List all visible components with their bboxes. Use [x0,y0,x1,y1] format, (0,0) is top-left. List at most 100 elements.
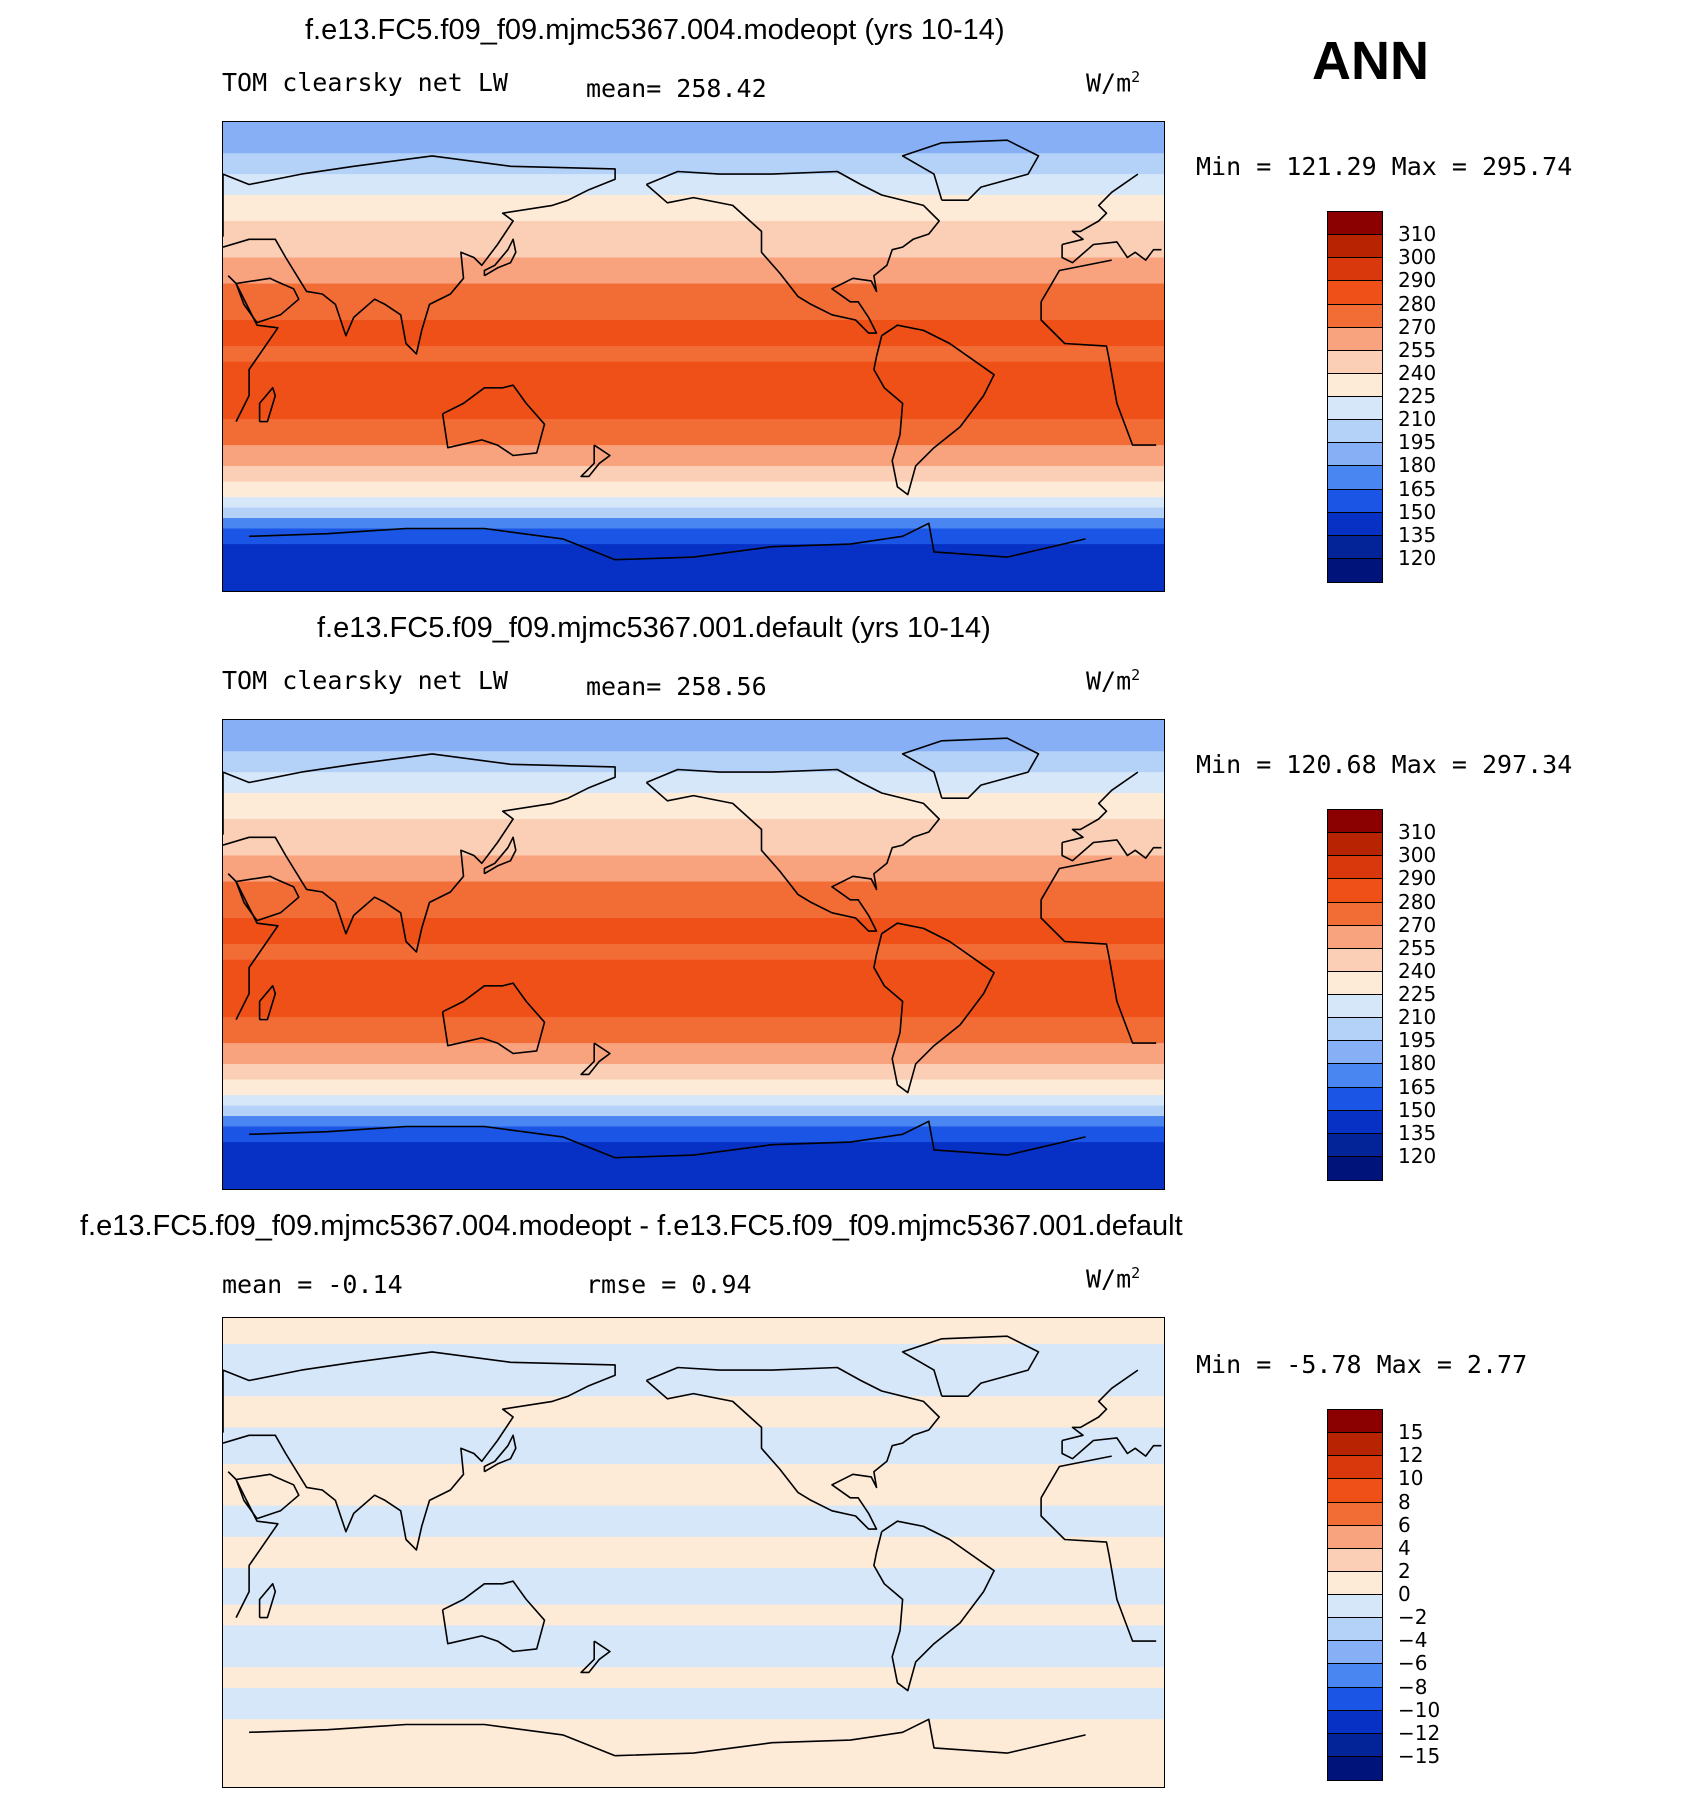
coastline [249,1718,1086,1757]
map-band [223,1344,1164,1397]
map-band [223,819,1164,856]
coastline [235,1473,300,1520]
colorbar-tick-label: 10 [1398,1466,1424,1491]
colorbar-cell [1328,1156,1382,1180]
colorbar-cell [1328,304,1382,328]
map-band [223,1095,1164,1107]
map-band [223,481,1164,498]
coastline [258,985,277,1021]
map-band [223,544,1164,591]
colorbar-tick-label: 300 [1398,245,1437,270]
panel1-minmax: Min = 121.29 Max = 295.74 [1196,152,1573,181]
map-band [223,528,1164,545]
colorbar-cell [1328,327,1382,351]
coastline [901,1335,1040,1397]
map-band [223,772,1164,794]
panel2-units: W/m2 [1086,666,1141,696]
coastline [258,1583,277,1619]
colorbar-cell [1328,258,1382,282]
colorbar-tick-label: 280 [1398,291,1437,316]
colorbar-tick-label: 210 [1398,1005,1437,1030]
coastline [580,444,611,478]
colorbar-cell [1328,1018,1382,1042]
map-band [223,320,1164,347]
panel2-colorbar [1327,809,1383,1181]
colorbar-cell [1328,1064,1382,1088]
colorbar-cell [1328,1595,1382,1619]
coastline [223,771,1162,862]
coastline [441,384,546,457]
coastline [483,1434,517,1473]
colorbar-cell [1328,1548,1382,1572]
coastline [580,1042,611,1076]
map-band [223,1536,1164,1569]
coastline [645,768,940,932]
coastline [483,238,517,277]
map-band [223,419,1164,446]
panel1-variable: TOM clearsky net LW [222,68,508,97]
panel3-rmse: rmse = 0.94 [586,1270,752,1299]
colorbar-cell [1328,1525,1382,1549]
map-band [223,153,1164,175]
colorbar-tick-label: 165 [1398,476,1437,501]
colorbar-tick-label: 6 [1398,1512,1411,1537]
panel3-map-svg [223,1318,1164,1787]
colorbar-cell [1328,995,1382,1019]
panel1-map [222,121,1165,592]
colorbar-cell [1328,948,1382,972]
colorbar-tick-label: 120 [1398,545,1437,570]
colorbar-cell [1328,558,1382,582]
panel1-mean: mean= 258.42 [586,74,767,103]
map-band [223,122,1164,154]
colorbar-tick-label: 240 [1398,360,1437,385]
colorbar-tick-label: 12 [1398,1443,1424,1468]
coastline [580,1640,611,1674]
colorbar-cell [1328,1710,1382,1734]
colorbar-tick-label: 135 [1398,1120,1437,1145]
colorbar-tick-label: −8 [1398,1674,1428,1699]
map-band [223,497,1164,509]
colorbar-cell [1328,397,1382,421]
panel2-minmax: Min = 120.68 Max = 297.34 [1196,750,1573,779]
panel2-map-svg [223,720,1164,1189]
map-band [223,1427,1164,1465]
colorbar-cell [1328,420,1382,444]
map-band [223,1396,1164,1428]
colorbar-cell [1328,971,1382,995]
map-band [223,1463,1164,1507]
map-band [223,881,1164,919]
map-band [223,1604,1164,1626]
colorbar-tick-label: −4 [1398,1628,1428,1653]
colorbar-tick-label: 270 [1398,314,1437,339]
colorbar-tick-label: 195 [1398,1028,1437,1053]
colorbar-tick-label: 290 [1398,866,1437,891]
colorbar-cell [1328,466,1382,490]
coastline [258,387,277,423]
panel2-title: f.e13.FC5.f09_f09.mjmc5367.001.default (… [317,612,991,644]
colorbar-cell [1328,1433,1382,1457]
colorbar-tick-label: −15 [1398,1743,1441,1768]
map-band [223,174,1164,196]
panel3-colorbar [1327,1409,1383,1781]
map-band [223,751,1164,773]
panel2-map [222,719,1165,1190]
coastline [223,1369,1162,1460]
panel3-mean: mean = -0.14 [222,1270,403,1299]
map-band [223,507,1164,519]
coastline [873,1520,995,1692]
map-band [223,918,1164,945]
colorbar-tick-label: 255 [1398,935,1437,960]
colorbar-cell [1328,281,1382,305]
colorbar-cell [1328,1041,1382,1065]
colorbar-tick-label: 135 [1398,522,1437,547]
colorbar-tick-label: 270 [1398,912,1437,937]
colorbar-cell [1328,1133,1382,1157]
map-band [223,792,1164,820]
colorbar-tick-label: 310 [1398,222,1437,247]
map-band [223,1142,1164,1189]
colorbar-cell [1328,1733,1382,1757]
colorbar-tick-label: 310 [1398,820,1437,845]
panel3-map [222,1317,1165,1788]
colorbar-cell [1328,235,1382,259]
colorbar-cell [1328,1110,1382,1134]
